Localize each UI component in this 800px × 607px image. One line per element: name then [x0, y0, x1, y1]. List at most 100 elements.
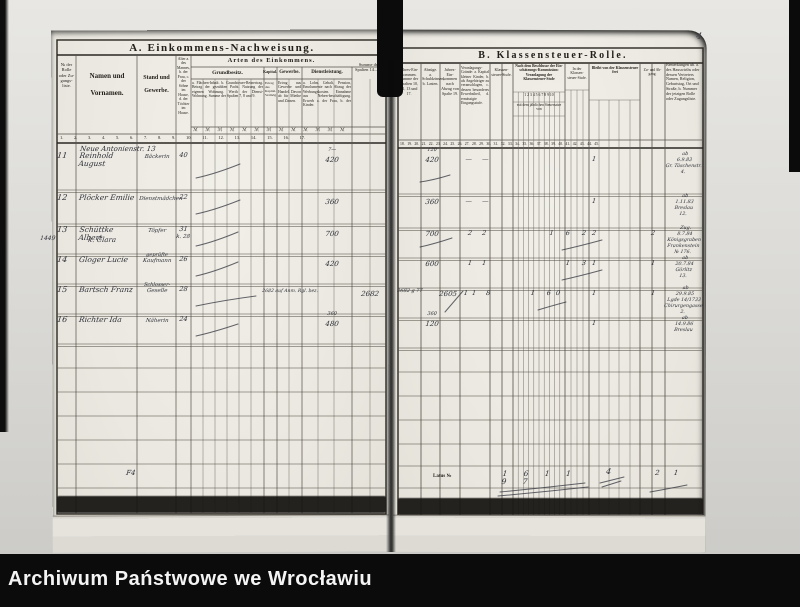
group-header-arten: Arten des Einkommens. — [227, 57, 316, 64]
row-remark: ab 1.11.83 Breslau 12. — [674, 194, 694, 217]
row-number: 13 — [56, 225, 68, 234]
row-stufe-marks: — — — [465, 155, 494, 163]
row-stand: Töpfer — [147, 228, 167, 234]
row-left-amount: 480 — [324, 320, 340, 328]
table-row: 11 Reinhold August Bäckerin 40 7— 420 12… — [0, 147, 800, 186]
row-remark: ab 14.9.86 Breslau — [673, 316, 694, 333]
subheaders-grundbesitz: a. Flächen-Inhalt. b. Grundsteuer-Reiner… — [192, 81, 263, 99]
row-name: Reinhold August — [78, 151, 114, 168]
latus-right-marks: 2 1 — [654, 469, 685, 477]
right-page-title: B. Klassensteuer-Rolle. — [478, 50, 628, 61]
row-right-amount: 120 — [424, 320, 440, 328]
row-name: Plöcker Emilie — [78, 193, 135, 202]
row-alter: 22 — [178, 193, 189, 201]
col-header-21: Veranlagungs-Gründe: a. Kapital kleiner … — [461, 66, 489, 105]
row-number: 12 — [56, 193, 68, 202]
archive-caption: Archiwum Państwowe we Wrocławiu — [8, 568, 373, 590]
row-alter: 26 — [178, 255, 189, 263]
table-row: 16 Richter Ida Näherin 24 360 480 360 12… — [0, 311, 800, 350]
row-alter: 28 — [178, 285, 189, 293]
row-left-amount: 420 — [324, 156, 340, 164]
right-page-ink-smudge — [398, 498, 703, 515]
row-steuersatz-marks: 1 6 2 — [549, 229, 592, 237]
archive-caption-bar: Archiwum Państwowe we Wrocławiu — [0, 554, 800, 607]
col-header-summe: Summe der Spalten 14.–16. — [354, 62, 384, 73]
row-remark: ab 6.9.83 Gr. Täschenstr. 4. — [665, 152, 703, 175]
row-alter-second: k. 28 — [175, 234, 191, 240]
group-header-gewerbe: Gewerbe. — [279, 70, 300, 75]
row-steuersatz-marks: 1 60 — [530, 289, 566, 297]
row-stufe-marks: 11 8 — [463, 289, 495, 297]
group-header-kapital: Kapital. — [263, 69, 277, 74]
row-stufe-marks: 1 1 — [467, 259, 491, 267]
row-remark: ab 29.9.85 Lgde 14/1733 Chirurgengasse 2… — [663, 286, 703, 315]
group-header-in-stufe: In der Klassen-steuer-Stufe. — [567, 67, 587, 80]
currency-row-left: ℳ ℳ ℳ ℳ ℳ ℳ ℳ ℳ ℳ ℳ ℳ ℳ ℳ — [193, 127, 345, 133]
col-header-19: Abzüge. a. Schuldzinsen, b. Lasten. — [422, 67, 445, 87]
table-row: 12 Plöcker Emilie Dienstmädchen 22 360 3… — [0, 193, 800, 228]
left-page-ink-smudge — [57, 496, 386, 513]
row-left-amount-note: 360 — [326, 311, 338, 317]
row-right-pre-amount: 2682 g 77 — [396, 288, 423, 294]
row-remark: ab 20.7.84 Görlitz 13. — [674, 256, 694, 279]
col-header-18: Jahres-Ein-kommen. Summe der Spalten 10,… — [399, 67, 419, 96]
row-right-amount: 420 — [424, 156, 440, 164]
steuersatz-label: mit dem jährlichen Steuersatze von — [516, 103, 562, 112]
row-stand: Geselle — [146, 288, 168, 294]
row-name: Richter Ida — [78, 315, 123, 324]
row-left-amount: 420 — [324, 260, 340, 268]
row-right-amount: 700 — [424, 230, 440, 238]
row-stufe-marks: — — — [465, 197, 494, 205]
page-number: 4 — [695, 32, 703, 42]
row-number: 16 — [56, 315, 68, 324]
latus-label: Latus № — [433, 474, 452, 479]
page-gutter-shadow — [386, 60, 396, 552]
row-stufe-marks: 2 2 — [467, 229, 491, 237]
row-alter: 31 — [178, 225, 189, 233]
right-page-bottom-edges — [393, 514, 706, 553]
row-far-mark: 1 — [591, 197, 597, 205]
group-header-dienstleistung: Dienstleistung. — [311, 70, 343, 75]
col-header-bemerkungen: Bemerkungen üb. a. des Hauswirths oder d… — [666, 63, 700, 101]
left-page-title: A. Einkommens-Nachweisung. — [129, 42, 315, 54]
col-header-stufe: Klassen-steuer-Stufe. — [491, 67, 512, 77]
row-right-amount: 600 — [424, 260, 440, 268]
row-far-mark: 1 — [591, 155, 597, 163]
row-far-mark: 2 — [591, 229, 597, 237]
scan-edge-right — [789, 0, 800, 172]
left-page-bottom-edges — [52, 514, 389, 553]
col-header-alter: Alter a. des Mannes, b. der Frau, c. der… — [177, 57, 190, 115]
row-right-amount-note: 120 — [426, 147, 438, 153]
einschaetzung-digits: 1 2 3 4 5 6 7 8 9 10 — [524, 93, 554, 97]
row-number: 15 — [56, 285, 68, 294]
numbers-row-left: 1. 2. 3. 4. 5. 6. 7. 8. 9. 10. 11. 12. 1… — [60, 135, 306, 140]
group-header-abgang: Zu- und Ab-gang. — [643, 68, 662, 77]
row-far-mark: 1 — [591, 259, 597, 267]
row-name: Gloger Lucie — [78, 255, 129, 264]
row-left-amount: 360 — [324, 198, 340, 206]
col-header-20: Jahres-Ein-kommen nach Abzug von Spalte … — [441, 67, 459, 96]
subheaders-kapital: Ertrag des Kapital-Vermögens. — [265, 81, 276, 98]
row-stand: Näherin — [145, 318, 169, 324]
row-far-mark: 1 — [591, 289, 597, 297]
row-right-amount: 2605 — [438, 290, 458, 298]
numbers-row-right: 18. 19. 20. 21. 22. 23. 24. 25. 26. 27. … — [400, 142, 600, 146]
col-header-name: Namen und Vornamen. — [89, 72, 125, 97]
row-name-second: k. Clara — [87, 236, 117, 244]
subheaders-dienstleistung: a. Lohn, Gehalt, Pension, Emolumente nac… — [303, 81, 351, 108]
row-left-amount: 2682 — [360, 290, 380, 298]
row-remark: Zug. 8.7.84 Königsgraben Frankenstein № … — [666, 226, 702, 255]
row-stand: Dienstmädchen — [138, 196, 183, 202]
scan-edge-left — [0, 0, 9, 432]
latus-digits: 1 6 1 1 9 7 — [501, 469, 579, 486]
col-header-no: № der Rolle oder Zu-gangs-liste. — [58, 62, 75, 89]
group-header-frei: Bleibt von der Klassensteuer frei — [591, 66, 639, 75]
row-steuersatz-marks: 1 3 — [565, 259, 592, 267]
latus-row: Latus № 1 6 1 1 9 7 4 2 1 — [0, 467, 800, 494]
col-header-stand: Stand und Gewerbe. — [143, 75, 170, 95]
row-left-amount: 700 — [324, 230, 340, 238]
group-header-grundbesitz: Grundbesitz. — [212, 69, 243, 76]
row-stand: Bäckerin — [144, 154, 170, 160]
row-far-mark: 1 — [591, 319, 597, 327]
